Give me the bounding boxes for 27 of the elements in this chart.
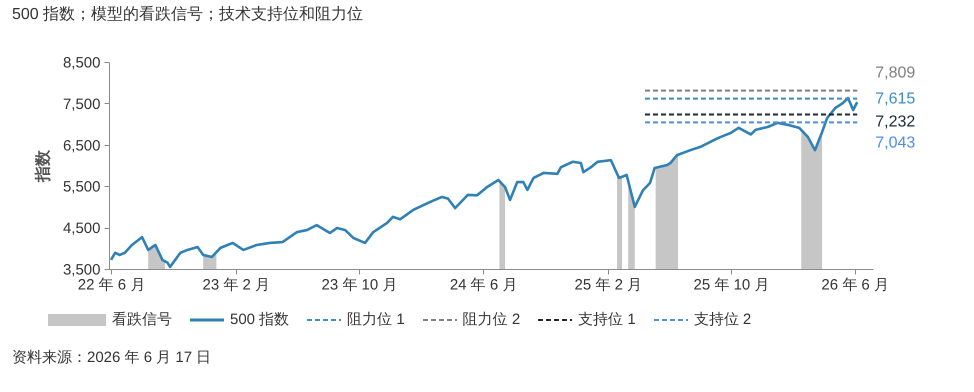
text: 资料来源：2026 年 6 月 17 日 xyxy=(12,348,212,367)
x-tick-label: 24 年 6 月 xyxy=(450,276,518,294)
legend-label: 看跌信号 xyxy=(112,310,172,329)
x-tick-label: 25 年 10 月 xyxy=(694,276,770,294)
data-label: 7,232 xyxy=(875,113,916,130)
y-tick-label: 5,500 xyxy=(62,178,100,196)
y-axis-title: 指数 xyxy=(34,149,52,183)
y-tick-label: 7,500 xyxy=(62,96,100,113)
y-tick-label: 8,500 xyxy=(62,54,100,72)
x-tick-label: 26 年 6 月 xyxy=(821,276,889,294)
legend-label: 阻力位 1 xyxy=(347,310,405,329)
x-tick-label: 25 年 2 月 xyxy=(574,276,642,294)
data-label: 7,615 xyxy=(875,90,916,108)
legend-label: 支持位 2 xyxy=(694,310,752,329)
line-series xyxy=(110,96,859,268)
data-label: 7,043 xyxy=(875,134,916,152)
y-tick-label: 6,500 xyxy=(62,137,100,154)
x-tick-label: 23 年 10 月 xyxy=(321,276,398,294)
data-label: 7,809 xyxy=(875,64,916,82)
legend-label: 500 指数 xyxy=(230,310,290,329)
legend-label: 支持位 1 xyxy=(578,310,636,329)
y-tick-label: 4,500 xyxy=(62,220,100,238)
x-tick-label: 22 年 6 月 xyxy=(78,276,146,294)
legend-label: 阻力位 2 xyxy=(462,310,520,329)
x-tick-label: 23 年 2 月 xyxy=(202,276,270,294)
chart-title: 500 指数；模型的看跌信号；技术支持位和阻力位 xyxy=(12,4,364,25)
y-tick-label: 3,500 xyxy=(62,262,100,278)
